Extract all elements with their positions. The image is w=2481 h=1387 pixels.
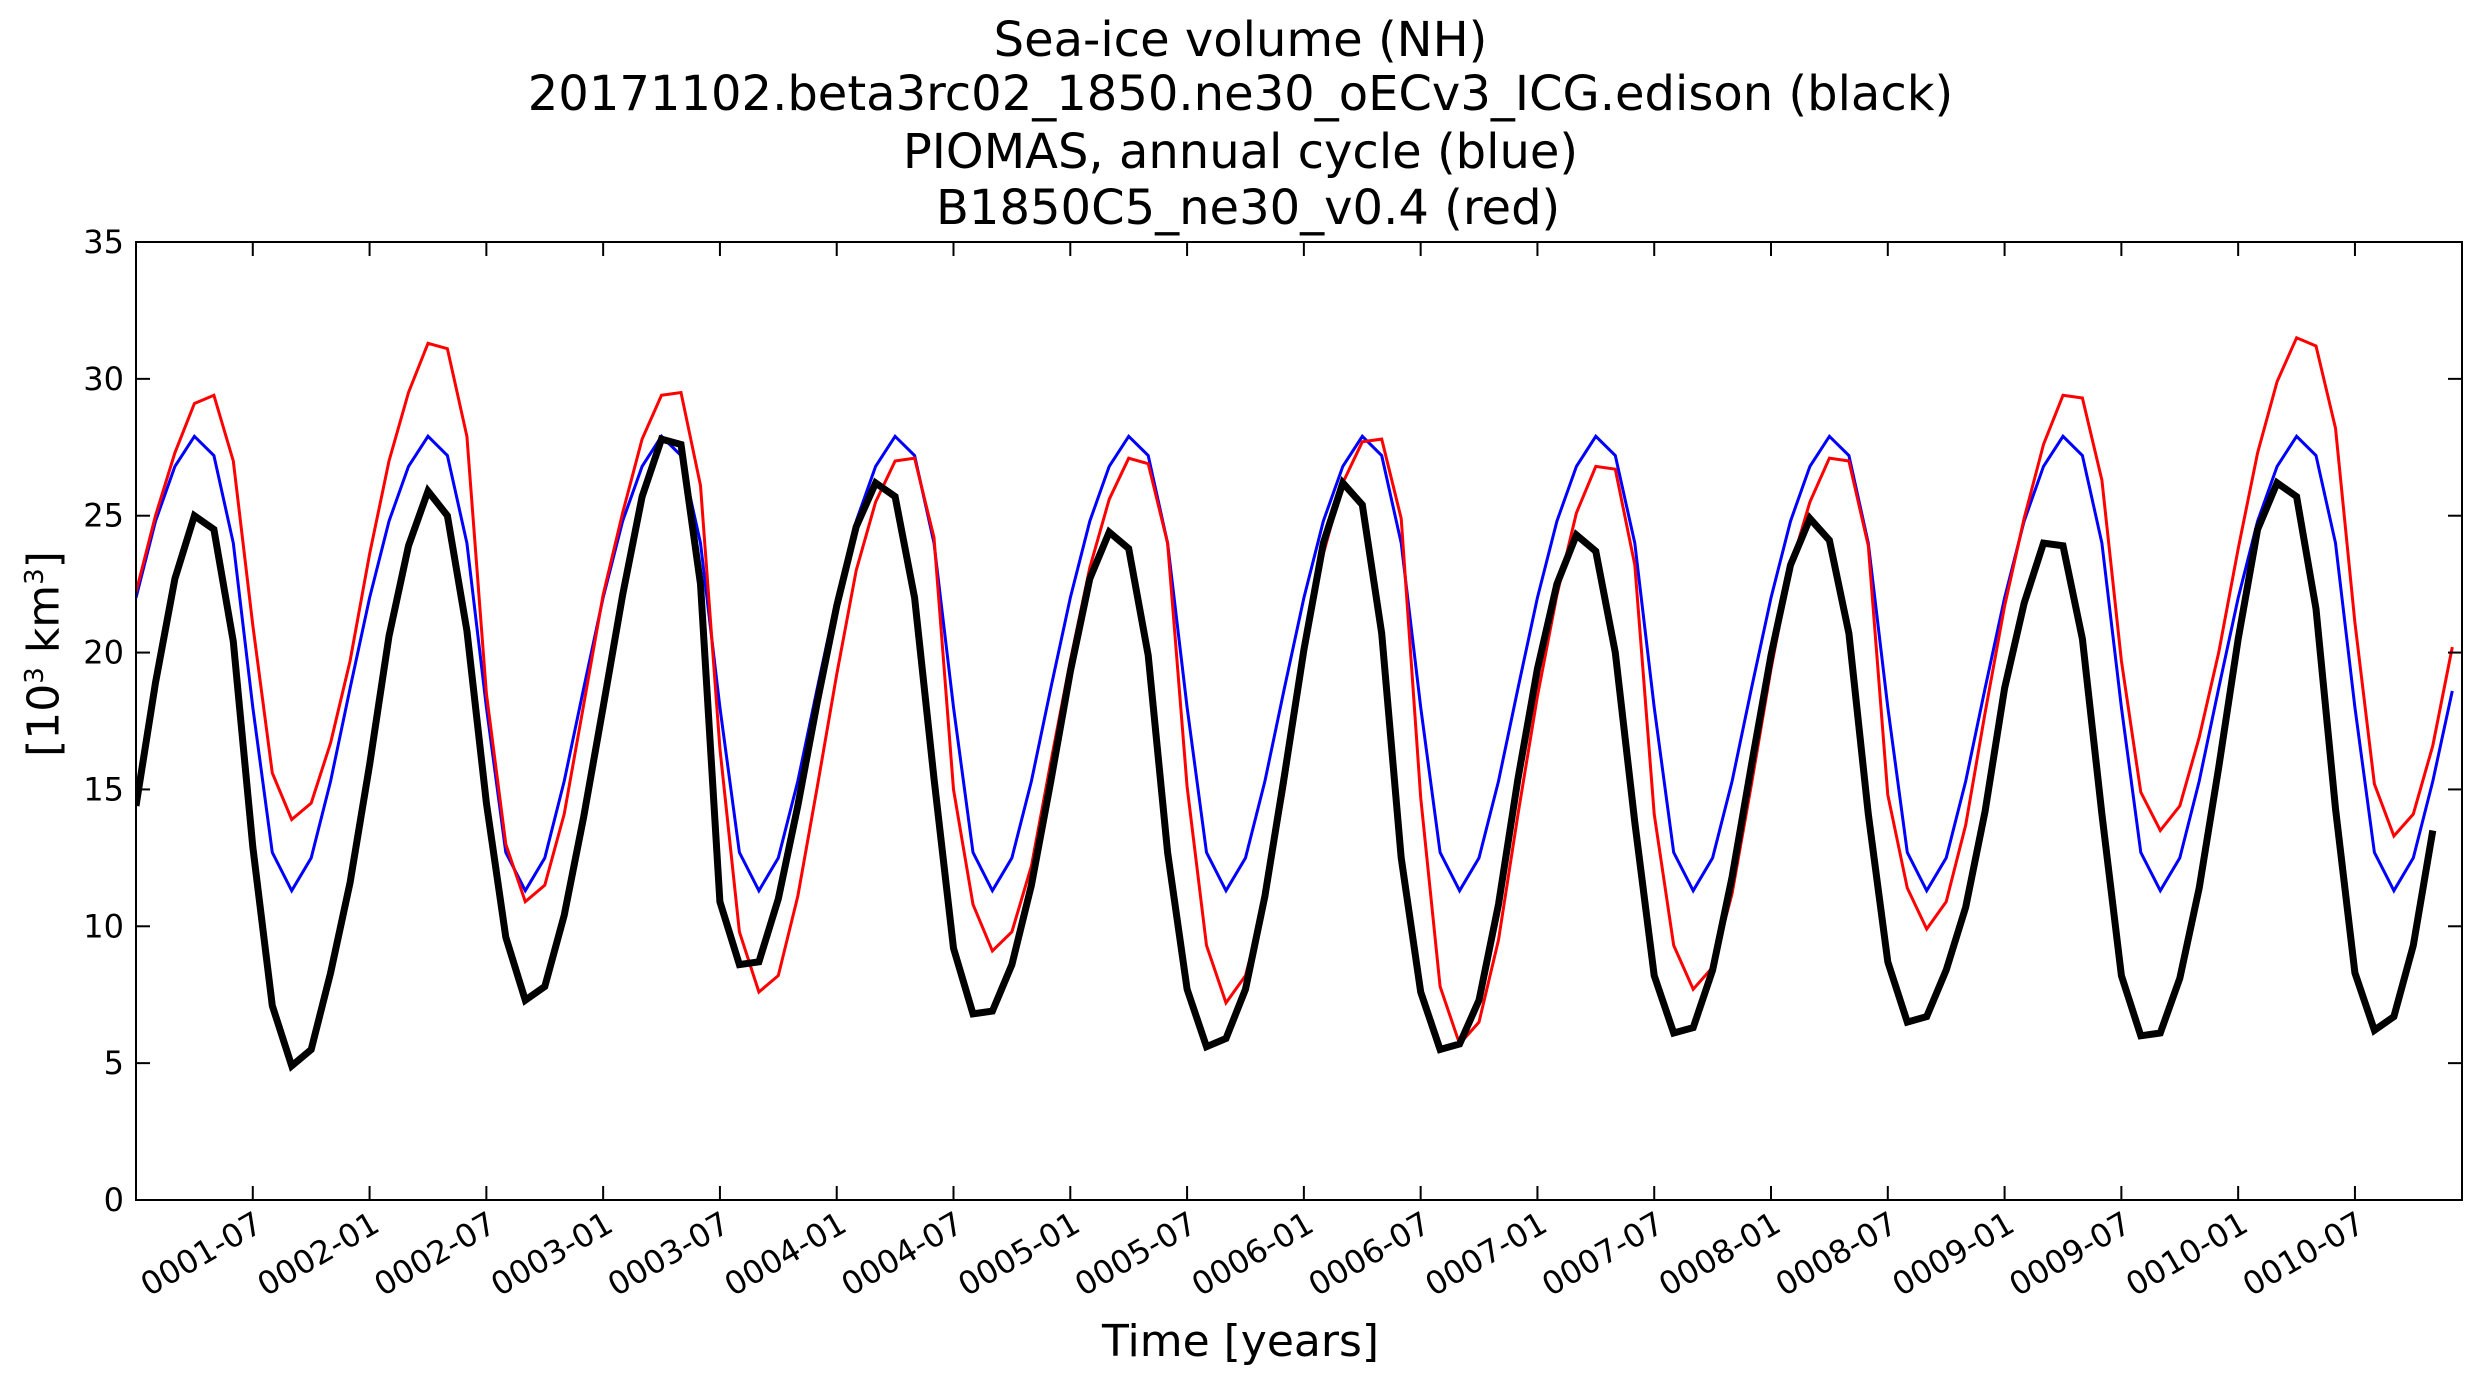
x-tick-label: 0002-07 (368, 1204, 503, 1304)
y-axis-label-part3: ] (18, 551, 70, 569)
x-tick-label: 0003-01 (484, 1204, 619, 1304)
x-tick-label: 0009-07 (2003, 1204, 2138, 1304)
chart-title-line-1: Sea-ice volume (NH) (993, 12, 1488, 68)
x-tick-label: 0005-01 (952, 1204, 1087, 1304)
series-line-0 (136, 433, 2454, 894)
y-tick-label: 5 (104, 1044, 124, 1082)
x-tick-label: 0007-01 (1419, 1204, 1554, 1304)
x-tick-label: 0004-07 (835, 1204, 970, 1304)
x-tick-label: 0002-01 (251, 1204, 386, 1304)
x-tick-label: 0010-01 (2119, 1204, 2254, 1304)
y-tick-label: 20 (83, 634, 124, 672)
y-axis-label-part2: km (18, 584, 70, 668)
chart-title-line-2: 20171102.beta3rc02_1850.ne30_oECv3_ICG.e… (527, 66, 1954, 122)
y-axis-label-part1: [10 (18, 683, 70, 757)
y-axis-label-sup1: 3 (19, 667, 50, 684)
x-tick-label: 0007-07 (1535, 1204, 1670, 1304)
x-tick-label: 0010-07 (2236, 1204, 2371, 1304)
x-tick-label: 0004-01 (718, 1204, 853, 1304)
y-tick-label: 15 (83, 770, 124, 808)
x-tick-label: 0006-01 (1185, 1204, 1320, 1304)
x-tick-label: 0005-07 (1068, 1204, 1203, 1304)
x-tick-label: 0001-07 (134, 1204, 269, 1304)
y-axis-label-sup2: 3 (19, 568, 50, 585)
y-tick-label: 30 (83, 360, 124, 398)
y-tick-label: 0 (104, 1181, 124, 1219)
chart-title-line-4: B1850C5_ne30_v0.4 (red) (920, 180, 1561, 236)
x-tick-label: 0008-01 (1652, 1204, 1787, 1304)
x-tick-label: 0008-07 (1769, 1204, 1904, 1304)
y-axis-label: [103 km3] (19, 551, 70, 757)
series-line-2 (136, 434, 2437, 1072)
plot-frame (135, 241, 2463, 1201)
x-tick-label: 0003-07 (601, 1204, 736, 1304)
y-tick-label: 35 (83, 223, 124, 261)
chart-title-line-3: PIOMAS, annual cycle (blue) (902, 124, 1579, 180)
y-tick-label: 10 (83, 907, 124, 945)
x-tick-label: 0006-07 (1302, 1204, 1437, 1304)
x-axis-label: Time [years] (1101, 1316, 1380, 1367)
y-tick-label: 25 (83, 497, 124, 535)
x-tick-label: 0009-01 (1886, 1204, 2021, 1304)
